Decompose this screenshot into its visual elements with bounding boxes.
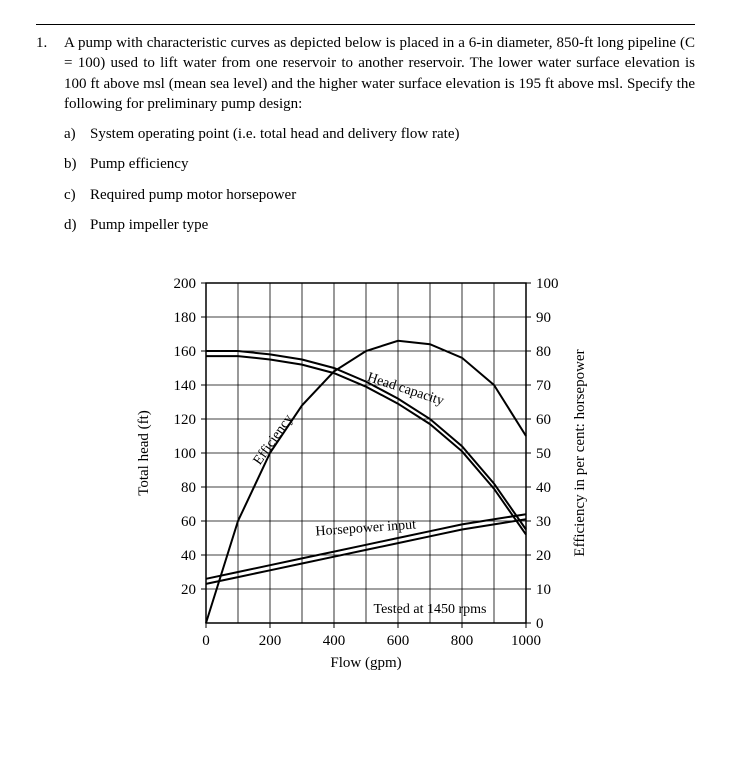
part-b: b) Pump efficiency [64,154,695,174]
svg-text:200: 200 [173,276,196,292]
svg-text:100: 100 [173,446,196,462]
svg-text:120: 120 [173,412,196,428]
part-d-text: Pump impeller type [90,215,208,235]
svg-text:140: 140 [173,378,196,394]
svg-text:0: 0 [536,616,544,632]
svg-text:100: 100 [536,276,559,292]
svg-text:90: 90 [536,310,551,326]
svg-text:20: 20 [181,582,196,598]
svg-text:Flow (gpm): Flow (gpm) [330,655,401,671]
svg-text:180: 180 [173,310,196,326]
pump-chart: 20 40 60 80 100 120 140 160 180 200 0 10 20 30 40 50 60 7… [106,263,626,693]
svg-text:40: 40 [536,480,551,496]
part-a-text: System operating point (i.e. total head … [90,124,459,144]
svg-text:600: 600 [386,633,409,649]
svg-text:50: 50 [536,446,551,462]
part-c-label: c) [64,185,90,205]
svg-text:Tested at 1450 rpms: Tested at 1450 rpms [373,602,486,617]
part-a: a) System operating point (i.e. total he… [64,124,695,144]
svg-text:10: 10 [536,582,551,598]
svg-text:60: 60 [181,514,196,530]
svg-text:200: 200 [258,633,281,649]
svg-text:30: 30 [536,514,551,530]
problem-block: 1. A pump with characteristic curves as … [36,24,695,114]
part-d: d) Pump impeller type [64,215,695,235]
svg-text:400: 400 [322,633,345,649]
part-c-text: Required pump motor horsepower [90,185,296,205]
svg-text:70: 70 [536,378,551,394]
svg-text:800: 800 [450,633,473,649]
chart-container: 20 40 60 80 100 120 140 160 180 200 0 10 20 30 40 50 60 7… [36,263,695,693]
problem-stem: A pump with characteristic curves as dep… [64,33,695,114]
svg-text:40: 40 [181,548,196,564]
svg-text:0: 0 [202,633,210,649]
part-b-label: b) [64,154,90,174]
part-b-text: Pump efficiency [90,154,188,174]
part-a-label: a) [64,124,90,144]
part-c: c) Required pump motor horsepower [64,185,695,205]
part-d-label: d) [64,215,90,235]
svg-text:Efficiency: Efficiency [250,412,296,468]
svg-text:60: 60 [536,412,551,428]
svg-text:1000: 1000 [511,633,541,649]
svg-text:80: 80 [181,480,196,496]
svg-text:Efficiency in per cent: horsep: Efficiency in per cent: horsepower [572,349,588,556]
svg-text:20: 20 [536,548,551,564]
svg-text:Total head (ft): Total head (ft) [136,410,152,496]
problem-number: 1. [36,33,64,53]
svg-text:160: 160 [173,344,196,360]
svg-text:80: 80 [536,344,551,360]
